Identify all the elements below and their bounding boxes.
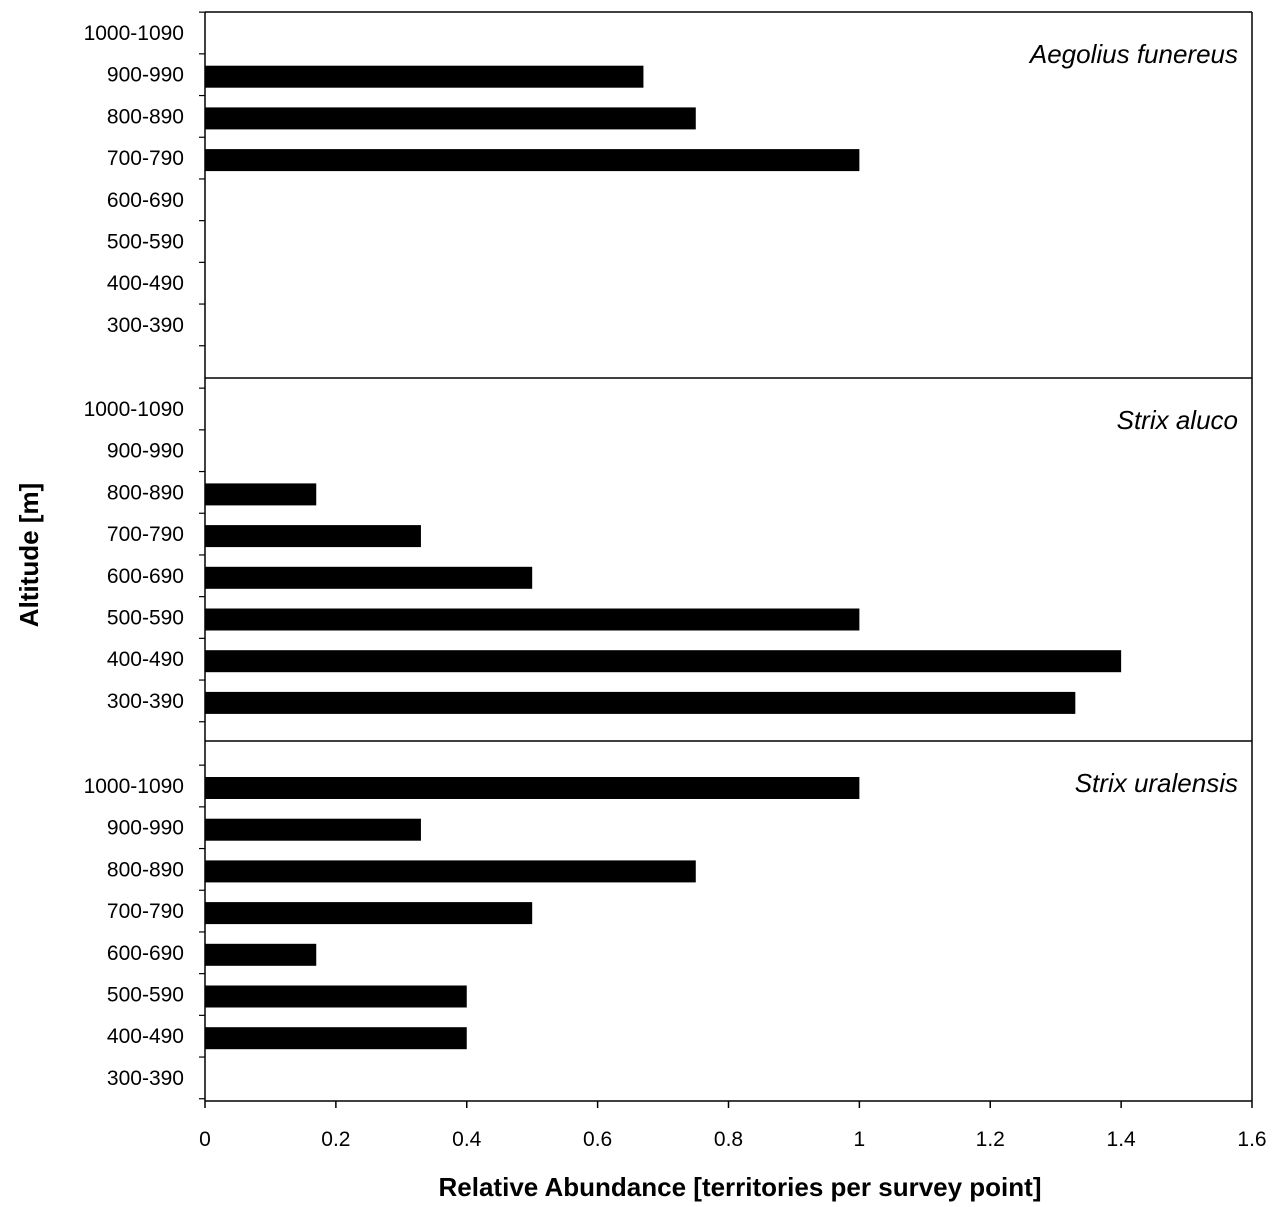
bar [205,1027,467,1050]
x-tick-label: 1 [854,1128,866,1151]
y-tick-label: 400-490 [107,272,184,295]
panel-1: 1000-1090 900-990 800-890 700-790 600-690 500… [84,11,1253,378]
y-tick-label: 700-790 [107,523,184,546]
y-tick-label: 600-690 [107,189,184,212]
x-axis-title: Relative Abundance [territories per surv… [439,1172,1042,1202]
y-tick-label: 1000-1090 [84,22,184,45]
bar [205,818,421,841]
bar [205,650,1122,673]
y-tick-label: 800-890 [107,481,184,504]
bar [205,691,1076,714]
panel-2: 1000-1090 900-990 800-890 700-790 600-690 500… [84,377,1253,741]
bar [205,860,696,883]
y-tick-label: 500-590 [107,984,184,1007]
y-tick-label: 900-990 [107,64,184,87]
bar [205,483,317,506]
y-tick-label: 300-390 [107,690,184,713]
y-tick-label: 400-490 [107,1025,184,1048]
y-tick-label: 800-890 [107,858,184,881]
y-axis-title: Altitude [m] [14,483,44,627]
bar [205,943,317,966]
bar [205,525,421,548]
y-tick-label: 600-690 [107,942,184,965]
y-tick-label: 300-390 [107,314,184,337]
y-tick-label: 900-990 [107,440,184,463]
bar [205,566,533,589]
bar [205,65,644,88]
x-tick-label: 1.6 [1237,1128,1266,1151]
y-tick-label: 700-790 [107,147,184,170]
y-tick-label: 500-590 [107,607,184,630]
x-axis: 0 0.2 0.4 0.6 0.8 1 1.2 1.4 1.6 [199,1100,1267,1151]
bar [205,902,533,925]
x-tick-label: 0.8 [714,1128,743,1151]
y-tick-label: 600-690 [107,565,184,588]
bar [205,149,860,172]
panel-title: Strix aluco [1117,405,1238,435]
panels-layer: 1000-1090 900-990 800-890 700-790 600-690 500… [84,11,1253,1101]
x-tick-label: 0 [199,1128,211,1151]
y-tick-label: 900-990 [107,817,184,840]
bar [205,985,467,1008]
x-tick-label: 0.4 [452,1128,482,1151]
bar [205,608,860,631]
panel-3: 1000-1090 900-990 800-890 700-790 600-690 500… [84,740,1253,1101]
x-tick-label: 1.4 [1107,1128,1137,1151]
y-tick-label: 800-890 [107,105,184,128]
x-tick-label: 1.2 [976,1128,1005,1151]
y-tick-label: 700-790 [107,900,184,923]
bar [205,107,696,130]
y-tick-label: 1000-1090 [84,775,184,798]
y-tick-label: 1000-1090 [84,398,184,421]
panel-title: Strix uralensis [1075,768,1238,798]
x-tick-label: 0.2 [321,1128,350,1151]
y-tick-label: 500-590 [107,231,184,254]
y-tick-label: 300-390 [107,1067,184,1090]
x-tick-label: 0.6 [583,1128,612,1151]
panel-title: Aegolius funereus [1028,39,1238,69]
y-tick-label: 400-490 [107,648,184,671]
bar [205,777,860,799]
